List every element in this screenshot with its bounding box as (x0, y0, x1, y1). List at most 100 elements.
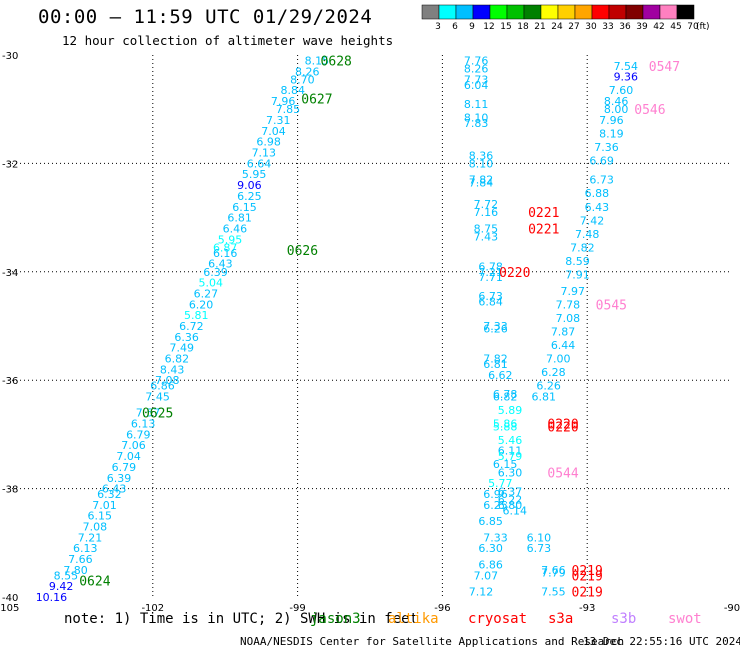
wave-height-value: 7.07 (474, 569, 499, 582)
wave-height-value: 6.32 (97, 488, 122, 501)
lon-tick-label: -102 (141, 603, 164, 614)
wave-height-value: 7.31 (266, 114, 291, 127)
wave-height-value: 6.73 (478, 290, 503, 303)
wave-height-value: 6.04 (464, 79, 489, 92)
wave-height-value: 7.04 (116, 450, 141, 463)
wave-height-value: 8.43 (160, 363, 185, 376)
wave-height-value: 6.84 (478, 296, 503, 309)
wave-height-value: 8.11 (464, 98, 489, 111)
wave-height-value: 7.66 (68, 553, 93, 566)
pass-time-label: 0628 (321, 54, 352, 69)
wave-height-value: 6.87 (213, 241, 238, 254)
wave-height-value: 7.04 (261, 125, 286, 138)
footer-credit: NOAA/NESDIS Center for Satellite Applica… (240, 635, 625, 648)
color-legend: 3 6 9 12 15 18 21 24 27 30 33 36 39 42 45 70(ft) (421, 4, 710, 32)
legend-swatch (574, 4, 593, 20)
wave-height-value: 6.14 (503, 504, 528, 517)
wave-height-value: 7.48 (575, 228, 600, 241)
pass-time-label: 0219 (572, 564, 603, 579)
wave-height-value: 6.43 (102, 483, 127, 496)
wave-height-value: 7.72 (474, 198, 499, 211)
note-text: note: 1) Time is in UTC; 2) SWH is in fe… (64, 611, 419, 627)
wave-height-value: 7.12 (469, 586, 494, 599)
wave-height-value: 7.43 (474, 231, 499, 244)
wave-height-value: 6.15 (493, 458, 518, 471)
wave-height-value: 8.26 (464, 63, 489, 76)
legend-label: 36 (619, 22, 631, 32)
wave-height-value: 6.79 (126, 428, 151, 441)
satellite-swot: swot (668, 611, 702, 627)
legend-label: 45 (670, 22, 681, 32)
pass-time-label: 0544 (547, 466, 578, 481)
wave-height-value: 7.76 (464, 54, 489, 67)
lat-tick-label: -36 (2, 376, 18, 387)
wave-height-value: 6.72 (179, 320, 204, 333)
wave-height-value: 6.39 (107, 472, 132, 485)
wave-height-value: 7.71 (478, 271, 503, 284)
wave-height-value: 7.83 (464, 117, 489, 130)
wave-height-value: 5.77 (488, 477, 513, 490)
wave-height-value: 6.30 (478, 542, 503, 555)
legend-label: 6 (452, 22, 458, 32)
wave-height-value: 7.08 (155, 374, 180, 387)
wave-height-value: 7.01 (92, 499, 117, 512)
legend-swatch (523, 4, 542, 20)
satellite-jason3: jason3 (310, 611, 361, 627)
wave-height-value: 6.82 (493, 390, 518, 403)
wave-height-value: 7.82 (570, 241, 595, 254)
wave-height-value: 7.33 (483, 320, 508, 333)
wave-height-value: 6.86 (478, 558, 503, 571)
pass-time-label: 0219 (572, 569, 603, 584)
wave-height-value: 6.15 (232, 201, 257, 214)
wave-height-value: 6.20 (189, 298, 214, 311)
wave-height-value: 8.15 (305, 54, 330, 67)
wave-height-value: 6.25 (237, 190, 262, 203)
pass-time-label: 0624 (79, 575, 110, 590)
wave-height-value: 7.60 (609, 84, 634, 97)
wave-height-value: 6.39 (203, 266, 228, 279)
lat-tick-label: -30 (2, 51, 18, 62)
wave-height-value: 7.13 (252, 147, 277, 160)
lat-tick-label: -40 (2, 593, 18, 604)
legend-label: 70 (687, 22, 699, 32)
wave-height-value: 6.73 (527, 542, 552, 555)
wave-height-value: 6.15 (87, 510, 112, 523)
lat-tick-label: -34 (2, 268, 18, 279)
axis-labels: -105 -102 -99 -96 -93 -90 -30 -32 -34 -36 -38 -40 (0, 51, 740, 614)
lon-tick-label: -93 (579, 603, 595, 614)
wave-height-value: 8.46 (604, 95, 629, 108)
wave-height-value: 6.43 (585, 201, 610, 214)
wave-height-value: 6.13 (131, 418, 156, 431)
pass-time-label: 0220 (499, 266, 530, 281)
wave-height-value: 7.85 (276, 103, 301, 116)
legend-swatch (642, 4, 661, 20)
wave-height-value: 7.82 (483, 353, 508, 366)
wave-height-value: 7.42 (580, 214, 605, 227)
legend-swatch (625, 4, 644, 20)
wave-height-value: 7.33 (483, 531, 508, 544)
wave-height-value: 6.30 (498, 466, 523, 479)
legend-swatch (591, 4, 610, 20)
legend-swatch (557, 4, 576, 20)
wave-height-value: 6.81 (532, 390, 557, 403)
pass-labels: 0628062706260625062402210221022002200220… (79, 54, 680, 600)
wave-height-value: 6.46 (223, 222, 248, 235)
wave-height-value: 6.79 (112, 461, 137, 474)
legend-label: 12 (483, 22, 494, 32)
pass-time-label: 0626 (287, 244, 318, 259)
pass-time-label: 0627 (301, 92, 332, 107)
wave-height-value: 7.73 (464, 73, 489, 86)
wave-height-value: 6.80 (498, 499, 523, 512)
legend-swatch (455, 4, 474, 20)
wave-height-value: 5.04 (198, 277, 223, 290)
wave-height-value: 5.88 (493, 420, 518, 433)
lon-tick-label: -99 (289, 603, 305, 614)
wave-height-value: 6.78 (478, 260, 503, 273)
wave-height-value: 7.08 (556, 312, 581, 325)
wave-height-value: 8.75 (474, 222, 499, 235)
legend-swatch (472, 4, 491, 20)
legend-label: 3 (435, 22, 441, 32)
wave-height-value: 6.73 (589, 174, 614, 187)
wave-height-value: 7.82 (469, 174, 494, 187)
wave-height-value: 6.69 (589, 155, 614, 168)
